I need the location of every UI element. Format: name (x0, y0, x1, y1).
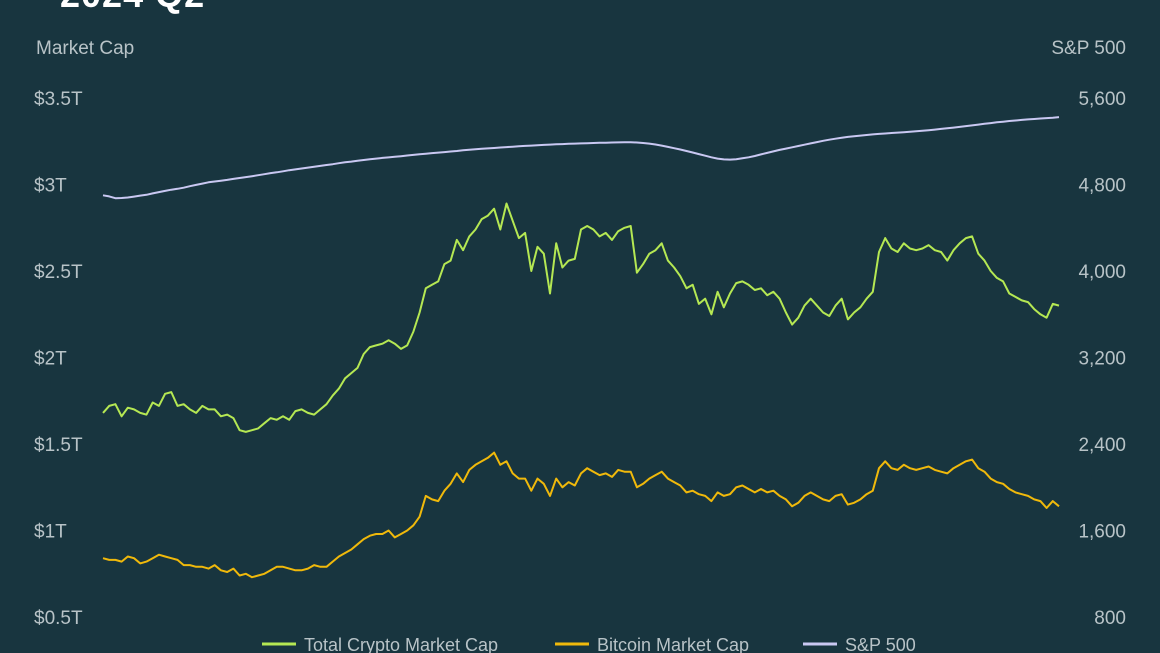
y-right-tick-label: 4,800 (1078, 176, 1126, 197)
y-right-tick-label: 4,000 (1078, 262, 1126, 283)
y-left-tick-label: $3T (34, 176, 67, 197)
chart-title: 2024 Q2 (60, 0, 205, 16)
y-left-tick-label: $1.5T (34, 435, 83, 456)
y-left-tick-label: $0.5T (34, 608, 83, 629)
y-axis-left-ticks: $3.5T $3T $2.5T $2T $1.5T $1T $0.5T (34, 89, 83, 629)
y-right-tick-label: 1,600 (1078, 522, 1126, 543)
y-axis-left-label: Market Cap (36, 38, 134, 59)
y-right-tick-label: 3,200 (1078, 349, 1126, 370)
y-right-tick-label: 800 (1094, 608, 1126, 629)
y-left-tick-label: $2T (34, 349, 67, 370)
legend-label: S&P 500 (845, 635, 916, 653)
y-left-tick-label: $1T (34, 522, 67, 543)
y-axis-right-label: S&P 500 (1051, 38, 1126, 59)
series-line-sp500 (102, 116, 1060, 200)
legend-label: Bitcoin Market Cap (597, 635, 749, 653)
y-right-tick-label: 5,600 (1078, 89, 1126, 110)
series-line-bitcoin (102, 451, 1060, 579)
legend: Total Crypto Market Cap Bitcoin Market Ca… (262, 635, 916, 653)
y-right-tick-label: 2,400 (1078, 435, 1126, 456)
y-left-tick-label: $3.5T (34, 89, 83, 110)
y-left-tick-label: $2.5T (34, 262, 83, 283)
series-group (102, 116, 1060, 579)
series-line-total-crypto (102, 202, 1060, 433)
legend-label: Total Crypto Market Cap (304, 635, 498, 653)
y-axis-right-ticks: 5,600 4,800 4,000 3,200 2,400 1,600 800 (1078, 89, 1126, 629)
